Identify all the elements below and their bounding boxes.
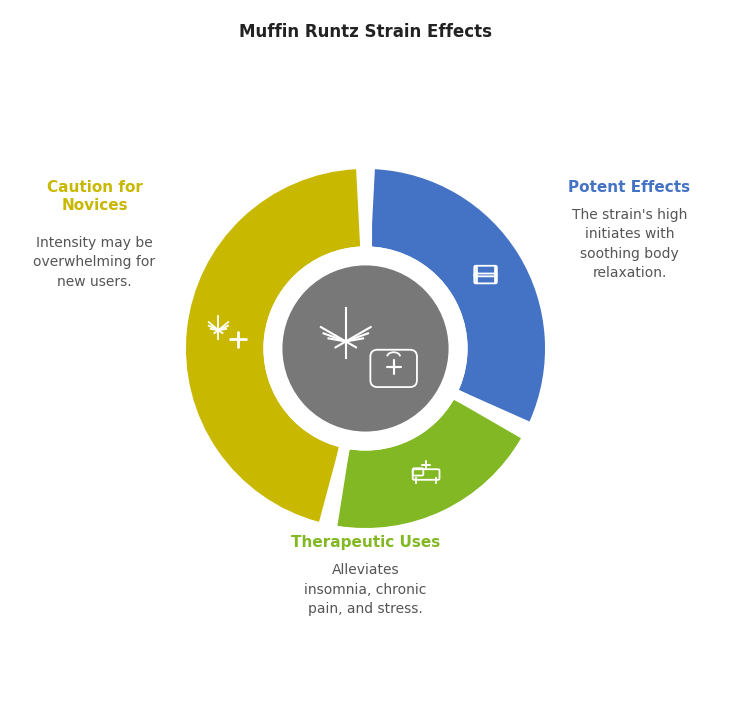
Text: Therapeutic Uses: Therapeutic Uses	[291, 535, 440, 550]
Text: Caution for
Novices: Caution for Novices	[47, 180, 143, 213]
Text: Potent Effects: Potent Effects	[569, 180, 691, 194]
Circle shape	[263, 246, 468, 451]
Text: Muffin Runtz Strain Effects: Muffin Runtz Strain Effects	[239, 23, 492, 41]
Wedge shape	[371, 169, 545, 422]
Text: The strain's high
initiates with
soothing body
relaxation.: The strain's high initiates with soothin…	[572, 208, 687, 280]
Text: Alleviates
insomnia, chronic
pain, and stress.: Alleviates insomnia, chronic pain, and s…	[304, 563, 427, 616]
Wedge shape	[186, 169, 360, 522]
Circle shape	[282, 265, 449, 432]
Wedge shape	[338, 400, 521, 528]
Text: Intensity may be
overwhelming for
new users.: Intensity may be overwhelming for new us…	[34, 236, 156, 289]
